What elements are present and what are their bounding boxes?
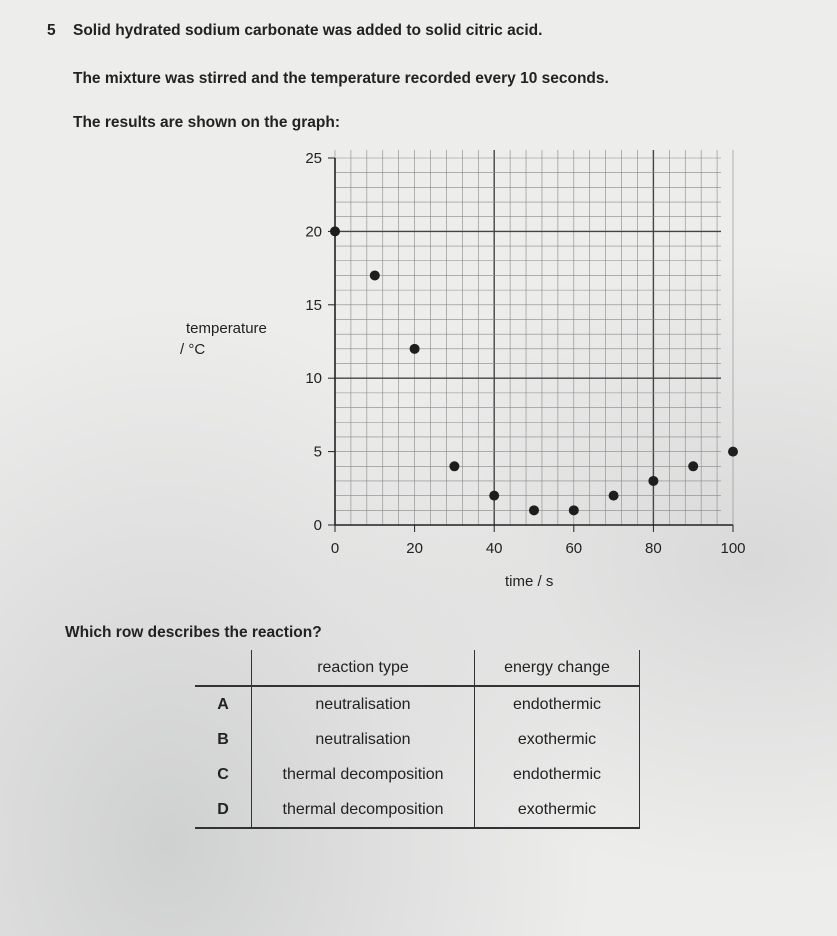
- header-energy-change: energy change: [474, 650, 640, 687]
- data-point: [728, 446, 738, 457]
- data-point: [688, 461, 699, 472]
- row-reaction: thermal decomposition: [251, 757, 475, 792]
- data-point: [330, 226, 340, 237]
- answer-table: reaction type energy change A neutralisa…: [195, 650, 640, 829]
- x-axis-label: time / s: [505, 573, 554, 590]
- x-tick-label: 20: [406, 540, 423, 557]
- header-reaction-type: reaction type: [251, 650, 475, 687]
- y-axis-unit: / °C: [180, 341, 206, 358]
- y-tick-label: 20: [305, 223, 322, 240]
- table-row-b[interactable]: B neutralisation exothermic: [195, 722, 640, 757]
- x-tick-label: 100: [720, 540, 745, 557]
- table-row-c[interactable]: C thermal decomposition endothermic: [195, 757, 640, 792]
- question-line-2: The mixture was stirred and the temperat…: [73, 70, 609, 87]
- data-point: [568, 505, 579, 516]
- row-energy: endothermic: [474, 757, 640, 792]
- table-row-d[interactable]: D thermal decomposition exothermic: [195, 792, 640, 829]
- data-point: [529, 505, 539, 516]
- y-axis-label: temperature: [186, 320, 267, 337]
- data-point: [608, 490, 619, 501]
- row-energy: endothermic: [474, 686, 640, 722]
- y-tick-label: 0: [314, 517, 322, 534]
- row-letter: B: [195, 722, 252, 757]
- x-tick-label: 80: [645, 540, 662, 557]
- y-tick-label: 25: [305, 150, 322, 167]
- question-line-1: Solid hydrated sodium carbonate was adde…: [73, 22, 543, 39]
- x-tick-label: 40: [486, 540, 503, 557]
- row-energy: exothermic: [474, 792, 640, 829]
- table-row-a[interactable]: A neutralisation endothermic: [195, 686, 640, 722]
- row-energy: exothermic: [474, 722, 640, 757]
- row-letter: C: [195, 757, 252, 792]
- row-reaction: neutralisation: [251, 686, 475, 722]
- y-tick-label: 15: [305, 297, 322, 314]
- data-point: [648, 475, 659, 486]
- temperature-time-chart: 0 20 40 60 80 100 0 5 10 15 20 25: [305, 150, 746, 557]
- question-number: 5: [47, 22, 56, 39]
- row-letter: D: [195, 792, 252, 829]
- table-header-row: reaction type energy change: [195, 650, 640, 687]
- data-point: [369, 270, 380, 281]
- question-line-3: The results are shown on the graph:: [73, 114, 340, 131]
- data-point: [449, 461, 460, 472]
- y-tick-label: 5: [314, 444, 322, 461]
- row-reaction: thermal decomposition: [251, 792, 475, 829]
- question-prompt: Which row describes the reaction?: [65, 624, 322, 641]
- data-point: [489, 490, 500, 501]
- row-reaction: neutralisation: [251, 722, 475, 757]
- x-tick-label: 0: [331, 540, 339, 557]
- header-letter: [195, 650, 252, 687]
- data-point: [409, 343, 420, 354]
- x-tick-label: 60: [565, 540, 582, 557]
- row-letter: A: [195, 686, 252, 722]
- y-tick-label: 10: [305, 370, 322, 387]
